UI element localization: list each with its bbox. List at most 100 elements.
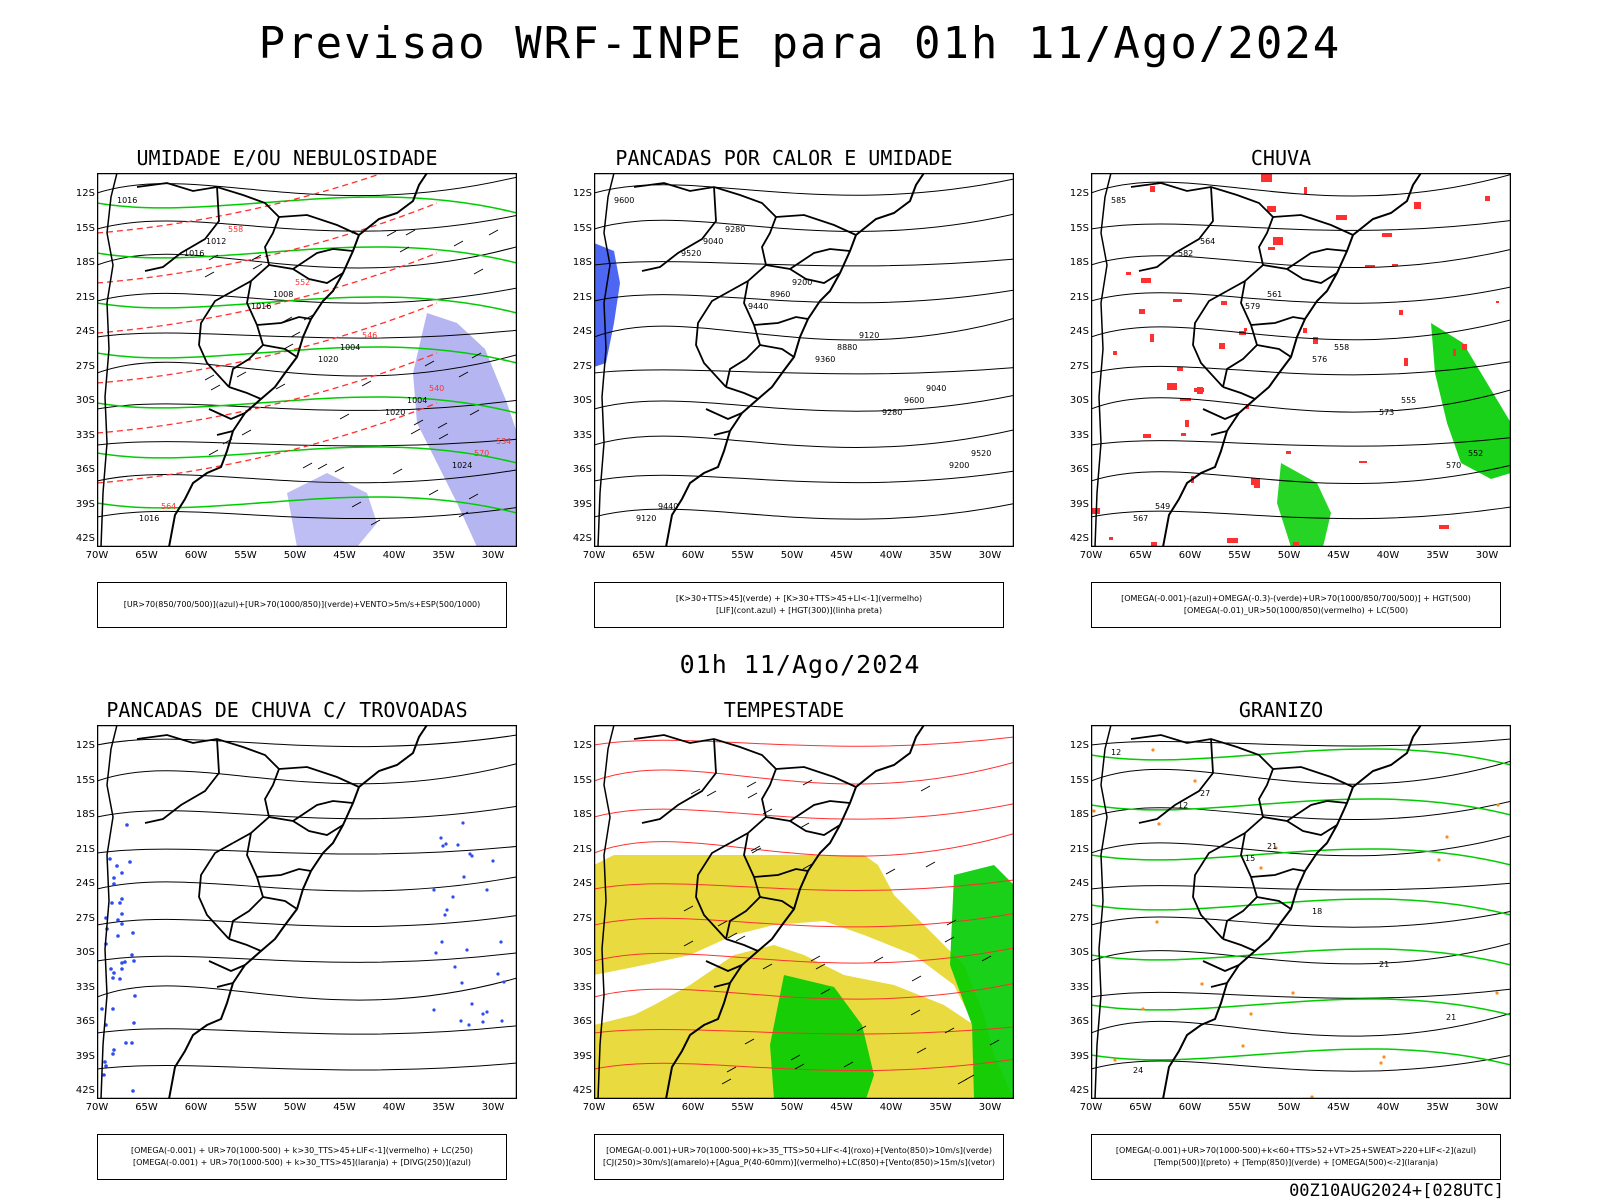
divergence-dot <box>465 948 469 952</box>
map-frame <box>97 725 517 1099</box>
contour-label: 9280 <box>725 225 745 234</box>
rain-red-patch <box>1219 343 1225 349</box>
contour-line <box>594 761 1014 785</box>
wind-vector <box>944 936 955 943</box>
divergence-dot <box>445 908 449 912</box>
omega-dot <box>1157 822 1161 826</box>
state-border <box>633 182 778 292</box>
lat-tick-label: 39S <box>75 498 95 510</box>
divergence-dot <box>108 857 112 861</box>
rain-red-patch <box>1143 434 1151 438</box>
wind-vector <box>413 419 424 426</box>
state-border <box>705 960 743 972</box>
rain-red-patch <box>1180 398 1191 401</box>
rain-red-patch <box>1139 309 1145 314</box>
contour-line <box>97 845 517 855</box>
omega-dot <box>1092 809 1096 813</box>
omega-dot <box>1382 1055 1386 1059</box>
green-contour <box>97 196 517 214</box>
rain-red-patch <box>1109 537 1113 540</box>
lon-tick-label: 65W <box>135 1102 158 1113</box>
lat-tick-label: 30S <box>1069 395 1089 406</box>
rain-red-patch <box>1485 196 1490 201</box>
map-layer: 1016101610161020102010241016101210081004… <box>97 173 517 547</box>
lon-tick-label: 40W <box>1376 1102 1400 1113</box>
rain-red-patch <box>1227 538 1238 543</box>
state-border <box>216 982 234 988</box>
divergence-dot <box>103 1060 107 1064</box>
contour-label: 582 <box>1178 249 1193 258</box>
contour-line <box>1091 361 1511 376</box>
state-border <box>1272 766 1354 788</box>
state-border <box>775 766 857 788</box>
divergence-dot <box>104 1064 108 1068</box>
lat-tick-label: 33S <box>572 981 592 993</box>
contour-label: 9200 <box>792 278 812 287</box>
contour-line <box>1091 248 1511 268</box>
green-contour <box>1091 948 1511 966</box>
state-border <box>1286 248 1348 270</box>
lat-tick-label: 33S <box>75 429 95 441</box>
contour-line <box>97 354 517 377</box>
lat-tick-label: 27S <box>75 912 95 924</box>
middle-date-label: 01h 11/Ago/2024 <box>679 650 921 679</box>
lat-tick-label: 33S <box>75 981 95 993</box>
rain-red-patch <box>1439 525 1449 529</box>
panel-legend: [OMEGA(-0.001)-(azul)+OMEGA(-0.3)-(verde… <box>1091 582 1501 628</box>
lon-tick-label: 30W <box>1475 1102 1499 1113</box>
panel-legend: [K>30+TTS>45](verde) + [K>30+TTS>45+LI<-… <box>594 582 1004 628</box>
panel-title: PANCADAS DE CHUVA C/ TROVOADAS <box>106 698 468 722</box>
rain-red-patch <box>1496 301 1499 303</box>
rain-red-patch <box>1462 344 1467 350</box>
lon-tick-label: 35W <box>929 1102 952 1113</box>
green-contour <box>1091 998 1511 1016</box>
divergence-dot <box>111 1052 115 1056</box>
divergence-dot <box>456 843 460 847</box>
wind-vector <box>236 371 247 378</box>
rain-red-patch <box>1382 233 1392 237</box>
lon-tick-label: 30W <box>481 550 505 561</box>
divergence-dot <box>443 913 447 917</box>
state-border <box>198 290 234 388</box>
wind-vector <box>405 229 416 236</box>
lat-tick-label: 12S <box>1069 188 1089 199</box>
wind-vector <box>706 790 717 797</box>
divergence-dot <box>462 875 466 879</box>
wind-vector <box>925 861 936 868</box>
humidity-fill <box>413 313 517 547</box>
contour-label: 9200 <box>949 461 969 470</box>
state-border <box>705 408 743 420</box>
contour-line <box>97 763 517 785</box>
contour-label: 534 <box>496 437 511 446</box>
state-border <box>1250 868 1306 878</box>
wind-vector <box>471 352 482 359</box>
wind-vector <box>386 230 397 237</box>
green-contour <box>97 446 517 464</box>
wind-vector <box>916 1047 927 1054</box>
contour-label: 1020 <box>385 408 405 417</box>
divergence-dot <box>120 961 124 965</box>
contour-label: 1020 <box>318 355 338 364</box>
state-border <box>1256 896 1292 910</box>
wind-vector <box>351 501 362 508</box>
wind-vector <box>726 1066 737 1073</box>
map-frame <box>594 173 1014 547</box>
panel-legend: [OMEGA(-0.001) + UR>70(1000-500) + k>30_… <box>97 1134 507 1180</box>
map-svg: 585 582 579 576 573 570 567 564 561 558 555 552 549 <box>1091 173 1511 547</box>
map-area: 9600 9520 9440 9360 9280 9200 9120 9040 8960 8880… <box>594 173 1014 547</box>
contour-line <box>1091 437 1511 447</box>
wind-vector <box>204 271 215 278</box>
contour-line <box>97 876 517 892</box>
green-contour <box>97 346 517 364</box>
rain-red-patch <box>1251 478 1260 485</box>
divergence-dot <box>112 876 116 880</box>
state-border <box>144 186 220 272</box>
lat-tick-label: 18S <box>1069 257 1089 268</box>
omega-dot <box>1249 1012 1253 1016</box>
wind-vector <box>910 1009 921 1016</box>
state-border <box>228 386 262 400</box>
contour-line <box>594 289 1014 304</box>
state-border <box>1130 734 1275 844</box>
divergence-dot <box>124 1041 128 1045</box>
divergence-dot <box>112 971 116 975</box>
